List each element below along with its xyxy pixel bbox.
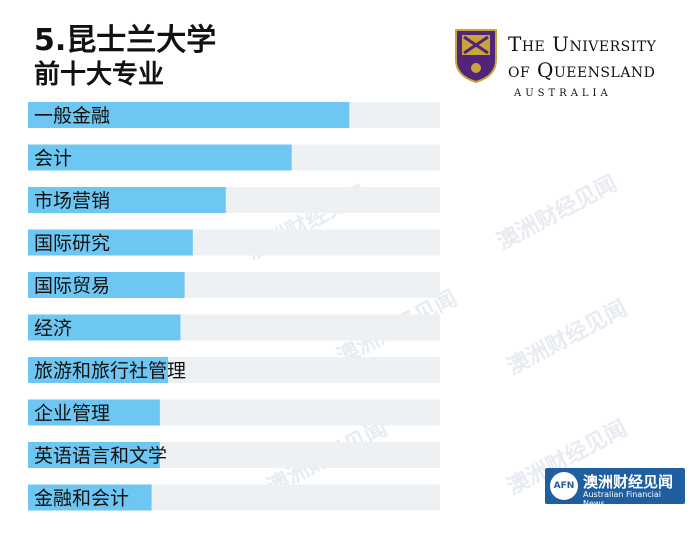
bar [28,102,350,128]
category-label: 英语语言和文学 [34,445,167,467]
afn-name-en: Australian Financial News [583,490,662,508]
afn-logo-icon: AFN [550,472,578,500]
category-label: 旅游和旅行社管理 [34,360,186,382]
category-label: 国际研究 [34,233,110,255]
university-logo: The University of Queensland AUSTRALIA [454,26,694,102]
university-crest-icon [455,29,497,84]
page-title: 5.昆士兰大学 [34,23,217,58]
university-location: AUSTRALIA [514,88,612,99]
category-label: 金融和会计 [34,488,129,510]
bar [28,272,185,298]
bar [28,484,152,511]
bar [28,144,292,171]
bar [28,399,160,426]
category-label: 市场营销 [34,190,110,212]
bar [28,442,160,468]
bar [28,187,226,213]
category-label: 企业管理 [34,403,110,425]
bar [28,357,169,383]
category-label: 经济 [34,318,72,340]
university-name-line1: The University [508,32,657,56]
page-subtitle: 前十大专业 [34,60,165,90]
category-label: 一般金融 [34,105,110,127]
bar [28,314,181,341]
afn-name-cn: 澳洲财经见闻 [583,473,674,491]
category-label: 国际贸易 [34,275,110,297]
university-name-line2: of Queensland [508,58,656,82]
bar [28,229,193,256]
category-label: 会计 [34,148,72,170]
afn-badge: AFN 澳洲财经见闻 Australian Financial News [545,468,685,508]
